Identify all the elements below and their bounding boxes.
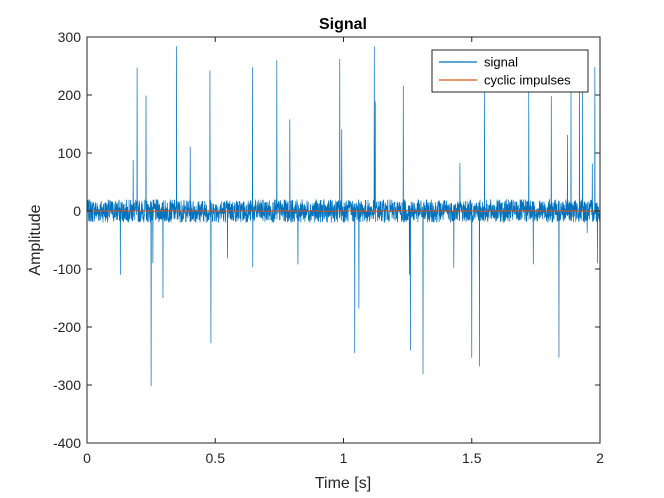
data-layer <box>86 46 601 387</box>
y-tick-label: -300 <box>53 377 81 393</box>
y-tick-label: -100 <box>53 261 81 277</box>
y-tick-label: -200 <box>53 319 81 335</box>
legend-box <box>431 49 589 93</box>
legend-entry-cyclic-impulses: cyclic impulses <box>484 73 571 88</box>
x-tick-label: 1.5 <box>462 450 482 466</box>
y-tick-label: 100 <box>58 145 82 161</box>
y-tick-label: 0 <box>73 203 81 219</box>
legend-entry-signal: signal <box>484 55 518 70</box>
ticks-layer: 0 0.5 1 1.5 2 -400 -300 -200 -100 0 100 200 300 <box>53 29 604 466</box>
series-line-cyclic-impulses <box>86 209 601 213</box>
y-tick-label: 300 <box>58 29 82 45</box>
x-tick-label: 1 <box>340 450 348 466</box>
chart-title: Signal <box>319 16 367 33</box>
y-tick-label: 200 <box>58 87 82 103</box>
plot-area <box>87 37 600 443</box>
y-axis-label: Amplitude <box>27 204 44 275</box>
series-line-signal <box>86 46 601 387</box>
x-tick-label: 0.5 <box>206 450 226 466</box>
x-tick-label: 2 <box>596 450 604 466</box>
y-tick-label: -400 <box>53 435 81 451</box>
x-tick-label: 0 <box>83 450 91 466</box>
x-axis-label: Time [s] <box>315 475 371 492</box>
legend: signal cyclic impulses <box>431 49 589 93</box>
